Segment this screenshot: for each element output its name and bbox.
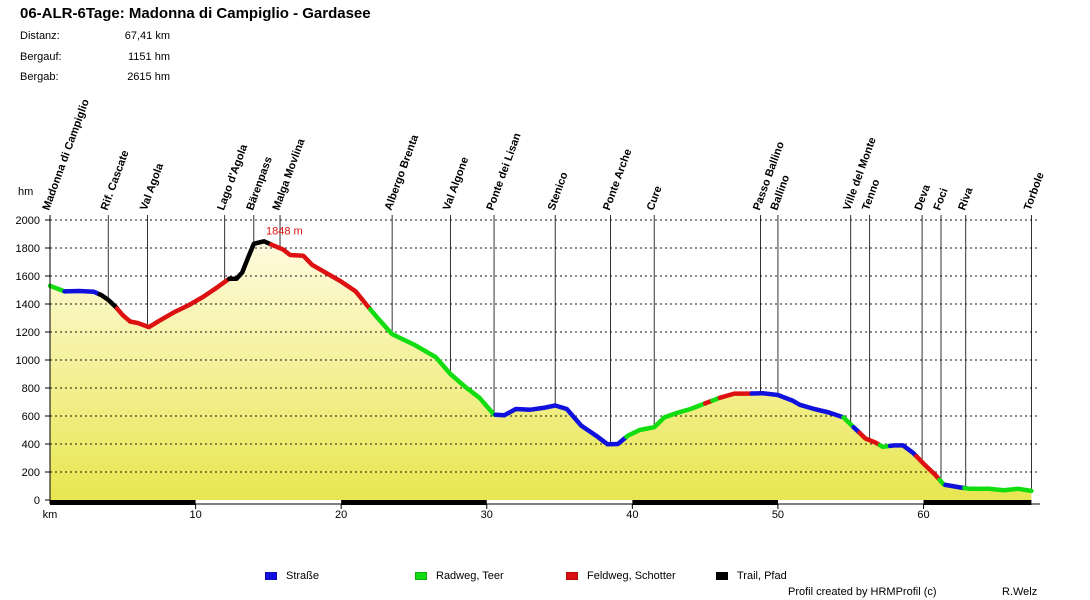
legend-swatch (716, 572, 728, 581)
profile-segment (226, 239, 274, 282)
waypoint-label: Val Algone (441, 155, 471, 212)
y-tick-label: 600 (22, 411, 40, 423)
profile-segment (962, 485, 1034, 494)
stat-value: 1151 hm (128, 50, 170, 63)
stat-distance: Distanz: 67,41 km (20, 30, 170, 51)
profile-segment (368, 307, 498, 417)
legend-swatch (566, 572, 578, 581)
chart-title: 06-ALR-6Tage: Madonna di Campiglio - Gar… (20, 5, 371, 22)
max-elevation-label: 1848 m (266, 225, 303, 237)
profile-segment (877, 442, 893, 450)
profile-segment (887, 443, 919, 459)
legend-item-feldweg: Feldweg, Schotter (566, 569, 676, 583)
waypoint-label: Rif. Cascate (99, 149, 132, 212)
legend-item-strasse: Straße (265, 569, 319, 583)
stats-panel: Distanz: 67,41 km Bergauf: 1151 hm Berga… (20, 30, 170, 92)
profile-segment (841, 415, 856, 430)
profile-segment (943, 482, 967, 491)
x-tick-label: 50 (772, 509, 784, 521)
profile-segment (47, 283, 67, 294)
scale-bar-segment (632, 500, 778, 505)
profile-segment (62, 288, 102, 297)
scale-bar-segment (341, 500, 487, 505)
waypoint-label: Riva (956, 185, 976, 212)
profile-segment (857, 430, 883, 448)
legend-label: Trail, Pfad (737, 570, 787, 582)
y-tick-label: 400 (22, 439, 40, 451)
legend-swatch (415, 572, 427, 581)
x-axis-label: km (43, 509, 58, 521)
stat-value: 2615 hm (127, 71, 170, 83)
y-tick-label: 1400 (16, 299, 40, 311)
y-tick-label: 1800 (16, 243, 40, 255)
x-tick-label: 30 (481, 509, 493, 521)
legend-item-radweg: Radweg, Teer (415, 569, 504, 583)
legend-item-trail: Trail, Pfad (716, 569, 787, 583)
legend-label: Straße (286, 570, 320, 582)
legend-label: Radweg, Teer (436, 570, 504, 582)
profile-segment (749, 391, 846, 420)
y-tick-label: 2000 (16, 215, 40, 227)
y-tick-label: 0 (34, 495, 40, 507)
waypoint-label: Malga Movlina (271, 136, 308, 212)
stat-label: Bergauf: (20, 50, 62, 63)
waypoint-label: Ponte Arche (601, 147, 634, 212)
waypoint-label: Stenico (546, 170, 571, 212)
stat-label: Distanz: (20, 30, 60, 42)
profile-segment (493, 403, 629, 447)
waypoint-label: Albergo Brenta (383, 132, 422, 212)
x-tick-label: 10 (189, 509, 201, 521)
waypoint-label: Torbole (1022, 171, 1047, 212)
waypoint-label: Madonna di Campiglio (41, 97, 93, 212)
footer-author: R.Welz (1002, 586, 1038, 598)
y-tick-label: 1200 (16, 327, 40, 339)
stat-value: 67,41 km (124, 30, 170, 42)
y-tick-label: 1000 (16, 355, 40, 367)
stat-ascent: Bergauf: 1151 hm (20, 51, 170, 72)
scale-bar-segment (923, 500, 1032, 505)
legend-swatch (265, 572, 277, 581)
profile-segment (624, 401, 708, 440)
waypoint-label: Tenno (860, 177, 882, 212)
legend-label: Feldweg, Schotter (587, 570, 676, 582)
waypoint-label: Val Agola (138, 161, 166, 212)
waypoint-label: Deva (913, 182, 934, 212)
x-tick-label: 60 (917, 509, 929, 521)
scale-bar-segment (50, 500, 196, 505)
profile-segment (914, 453, 942, 482)
elevation-area (50, 241, 1032, 501)
waypoint-label: Foci (932, 187, 951, 212)
waypoint-label: Bärenpass (244, 155, 275, 212)
y-tick-label: 800 (22, 383, 40, 395)
profile-segment (114, 276, 232, 330)
waypoint-label: Cure (645, 184, 665, 212)
x-tick-label: 40 (626, 509, 638, 521)
y-tick-label: 200 (22, 467, 40, 479)
stat-label: Bergab: (20, 71, 59, 83)
stat-descent: Bergab: 2615 hm (20, 71, 170, 92)
y-tick-label: 1600 (16, 271, 40, 283)
waypoint-label: Lago d'Agola (215, 142, 250, 212)
y-axis-label: hm (18, 186, 33, 198)
footer-credit: Profil created by HRMProfil (c) (788, 586, 937, 598)
waypoint-label: Ponte dei Lisan (485, 131, 524, 212)
profile-segment (269, 242, 373, 312)
x-tick-label: 20 (335, 509, 347, 521)
